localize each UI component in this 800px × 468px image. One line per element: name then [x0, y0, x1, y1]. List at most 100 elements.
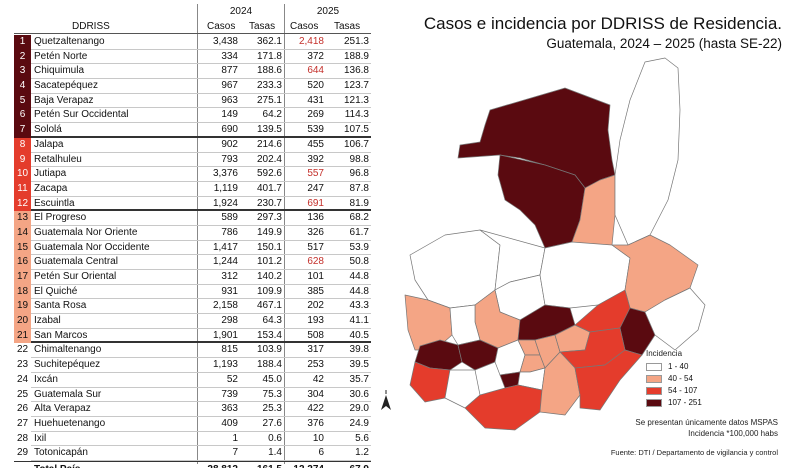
tasas-2024: 297.3: [256, 212, 282, 224]
tasas-2025: 87.8: [349, 182, 369, 194]
ddriss-name: Huehuetenango: [34, 417, 106, 429]
casos-2025: 644: [307, 65, 324, 77]
ddriss-name: Ixcán: [34, 373, 58, 385]
casos-2024: 1,244: [212, 256, 238, 268]
total-casos-2025: 12,274: [286, 462, 324, 468]
tasas-2024: 401.7: [256, 182, 282, 194]
tasas-2024: 103.9: [256, 344, 282, 356]
tasas-2025: 114.3: [344, 109, 369, 121]
incidence-table: 2024 2025 DDRISS Casos Tasas Casos Tasas…: [14, 4, 371, 468]
casos-2025: 2,418: [298, 36, 324, 47]
casos-2025: 422: [307, 403, 324, 415]
casos-2024: 1,417: [212, 241, 238, 253]
legend-swatch: [646, 399, 662, 407]
casos-2024: 1,901: [212, 329, 238, 341]
table-row: 18 El Quiché 931 109.9 385 44.8: [14, 284, 371, 300]
casos-2024: 312: [221, 271, 238, 282]
casos-2025: 6: [318, 447, 324, 459]
tasas-2025: 68.2: [349, 212, 369, 224]
tasas-2024: 45.0: [262, 373, 282, 385]
ddriss-name: Totonicapán: [34, 447, 88, 459]
casos-2025: 691: [307, 197, 324, 209]
tasas-2025: 107.5: [343, 124, 369, 136]
tasas-2024-header: Tasas: [249, 21, 276, 32]
casos-2025: 326: [307, 226, 324, 238]
table-row: 7 Sololá 690 139.5 539 107.5: [14, 123, 371, 138]
tasas-2025: 40.5: [349, 329, 369, 341]
tasas-2024: 75.3: [262, 388, 282, 400]
casos-2025: 385: [307, 285, 324, 297]
rank-number: 19: [14, 299, 31, 315]
rank-number: 14: [14, 225, 31, 241]
ddriss-name: Petén Norte: [34, 50, 88, 62]
tasas-2024: 64.3: [262, 315, 282, 327]
rank-number: 15: [14, 240, 31, 256]
casos-2024: 967: [221, 80, 238, 92]
tasas-2025-header: Tasas: [334, 21, 361, 32]
legend-swatch: [646, 387, 662, 395]
casos-2025-header: Casos: [290, 21, 319, 32]
ddriss-name: Quetzaltenango: [34, 36, 105, 47]
ddriss-name: Jalapa: [34, 138, 64, 150]
table-row: 28 Ixil 1 0.6 10 5.6: [14, 431, 371, 447]
rank-number: 12: [14, 196, 31, 212]
ddriss-name: San Marcos: [34, 329, 88, 341]
tasas-2025: 29.0: [349, 403, 369, 415]
note-incidence-unit: Incidencia *100,000 habs: [688, 429, 778, 438]
table-row: 1 Quetzaltenango 3,438 362.1 2,418 251.3: [14, 35, 371, 50]
table-row: 27 Huehuetenango 409 27.6 376 24.9: [14, 416, 371, 432]
tasas-2025: 123.7: [343, 80, 369, 92]
tasas-2025: 136.8: [343, 65, 369, 77]
casos-2024: 1,924: [212, 197, 238, 209]
table-row: 25 Guatemala Sur 739 75.3 304 30.6: [14, 387, 371, 403]
casos-2025: 628: [307, 256, 324, 268]
tasas-2025: 61.7: [349, 226, 369, 238]
ddriss-name: Chimaltenango: [34, 344, 102, 356]
casos-2024: 2,158: [212, 300, 238, 312]
legend-label: 54 - 107: [668, 386, 698, 395]
ddriss-name: Petén Sur Occidental: [34, 109, 129, 121]
guatemala-map: [381, 57, 706, 431]
ddriss-name: Retalhuleu: [34, 153, 82, 165]
casos-2025: 317: [307, 344, 324, 356]
tasas-2024: 64.2: [262, 109, 282, 121]
total-casos-2024: 28,812: [198, 462, 238, 468]
rank-number: 5: [14, 93, 31, 109]
casos-2024: 7: [232, 447, 238, 459]
casos-2025: 269: [307, 109, 324, 121]
casos-2024: 334: [221, 50, 238, 62]
tasas-2024: 109.9: [256, 285, 282, 297]
casos-2024: 52: [226, 373, 238, 385]
tasas-2024: 188.4: [256, 359, 282, 371]
table-row: 5 Baja Verapaz 963 275.1 431 121.3: [14, 93, 371, 109]
ddriss-name: Guatemala Sur: [34, 388, 102, 400]
table-row: 23 Suchitepéquez 1,193 188.4 253 39.5: [14, 358, 371, 373]
rank-number: 22: [14, 343, 31, 359]
year-2025-header: 2025: [316, 6, 340, 17]
ddriss-name: Baja Verapaz: [34, 94, 94, 106]
ddriss-name: Zacapa: [34, 182, 68, 194]
casos-2025: 202: [307, 300, 324, 312]
tasas-2024: 0.6: [268, 432, 282, 444]
ddriss-name: Suchitepéquez: [34, 359, 101, 371]
casos-2025: 455: [307, 138, 324, 150]
legend: Incidencia 1 - 40 40 - 54 54 - 107 107 -…: [646, 349, 766, 409]
rank-number: 27: [14, 416, 31, 432]
table-row: 8 Jalapa 902 214.6 455 106.7: [14, 137, 371, 153]
casos-2025: 557: [307, 168, 324, 180]
rank-number: 13: [14, 211, 31, 226]
total-label: Total País: [34, 462, 81, 468]
table-row: 11 Zacapa 1,119 401.7 247 87.8: [14, 181, 371, 197]
note-data-source: Se presentan únicamente datos MSPAS: [635, 418, 778, 427]
table-row: 15 Guatemala Nor Occidente 1,417 150.1 517 53…: [14, 240, 371, 256]
ddriss-name: Guatemala Central: [34, 256, 118, 268]
table-row: 14 Guatemala Nor Oriente 786 149.9 326 61.7: [14, 225, 371, 241]
region-neighbor-east: [644, 287, 706, 351]
rank-number: 2: [14, 49, 31, 65]
legend-label: 1 - 40: [668, 362, 689, 371]
rank-number: 20: [14, 314, 31, 329]
tasas-2025: 121.3: [343, 94, 369, 106]
table-row: 24 Ixcán 52 45.0 42 35.7: [14, 372, 371, 388]
tasas-2025: 44.8: [349, 271, 369, 282]
casos-2024: 793: [221, 153, 238, 165]
